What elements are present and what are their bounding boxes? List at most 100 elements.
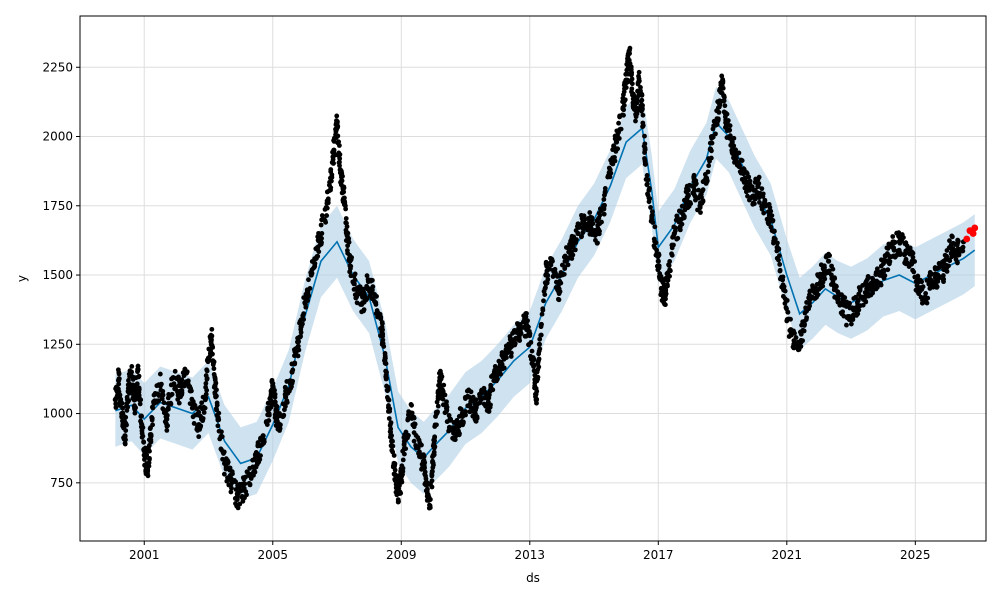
data-point-jitter (411, 438, 417, 444)
data-point-jitter (556, 291, 562, 297)
data-point-jitter (911, 269, 917, 275)
data-point-jitter (926, 281, 932, 287)
data-point-jitter (543, 259, 549, 265)
data-point-jitter (473, 397, 479, 403)
data-point-jitter (202, 397, 208, 403)
data-point-jitter (708, 155, 714, 161)
data-point-jitter (441, 402, 446, 408)
data-point-jitter (500, 366, 505, 372)
data-point-jitter (616, 120, 621, 126)
y-tick-label: 2000 (42, 130, 73, 144)
data-point-jitter (885, 267, 891, 273)
data-point-jitter (833, 294, 839, 300)
data-point-jitter (538, 332, 544, 338)
data-point-jitter (387, 406, 393, 412)
data-point-jitter (595, 229, 601, 235)
data-point-jitter (601, 211, 607, 217)
data-point-jitter (642, 133, 647, 139)
data-point-jitter (670, 234, 675, 240)
data-point-jitter (855, 311, 861, 317)
data-point-jitter (493, 375, 498, 381)
data-point-jitter (151, 399, 157, 405)
data-point-jitter (569, 256, 575, 261)
data-point-jitter (705, 169, 711, 175)
data-point-jitter (543, 281, 549, 287)
data-point-jitter (270, 384, 276, 390)
data-point (549, 258, 555, 264)
data-point-jitter (334, 120, 340, 126)
data-point-jitter (878, 280, 883, 286)
data-point-jitter (910, 254, 916, 260)
data-point-jitter (621, 112, 626, 118)
data-point-jitter (138, 397, 144, 403)
data-point-jitter (784, 298, 790, 303)
data-point-jitter (488, 402, 493, 408)
data-point-jitter (324, 213, 330, 218)
data-point-jitter (295, 353, 301, 359)
data-point-jitter (400, 469, 406, 474)
data-point-jitter (638, 85, 643, 90)
data-point-jitter (201, 410, 207, 415)
data-point-jitter (590, 221, 596, 227)
data-point-jitter (891, 245, 897, 251)
data-point (427, 496, 433, 503)
data-point-jitter (348, 255, 354, 261)
data-point-jitter (516, 335, 522, 340)
data-point (536, 341, 543, 347)
data-point-jitter (807, 303, 813, 309)
data-point-jitter (282, 407, 287, 413)
data-point-jitter (319, 213, 325, 218)
data-point-jitter (881, 268, 887, 274)
data-point-jitter (940, 277, 946, 282)
data-point-jitter (736, 150, 742, 156)
data-point-jitter (892, 254, 898, 260)
data-point-jitter (886, 241, 892, 247)
data-point-jitter (697, 205, 703, 211)
data-point-jitter (954, 242, 960, 248)
data-point-jitter (635, 106, 640, 111)
data-point-jitter (955, 237, 961, 243)
data-point-jitter (460, 414, 465, 420)
data-point-jitter (810, 283, 815, 289)
data-point-jitter (473, 418, 479, 424)
data-point-jitter (142, 455, 148, 461)
data-point-jitter (255, 451, 261, 457)
data-point-jitter (139, 421, 144, 427)
data-point-jitter (910, 259, 916, 265)
data-point-jitter (432, 444, 438, 450)
data-point-jitter (380, 337, 386, 343)
data-point-jitter (839, 292, 844, 298)
data-point-jitter (777, 262, 783, 267)
data-point-jitter (185, 378, 191, 384)
data-point-jitter (431, 462, 436, 468)
data-point-jitter (122, 434, 128, 439)
x-tick-label: 2017 (643, 548, 674, 562)
data-point-jitter (316, 237, 322, 243)
data-point-jitter (335, 133, 341, 139)
data-point-jitter (219, 434, 225, 440)
data-point-jitter (636, 69, 642, 75)
data-point-jitter (221, 449, 227, 455)
data-point-jitter (218, 446, 224, 452)
data-point-jitter (795, 339, 801, 345)
data-point-jitter (403, 446, 409, 452)
data-point-jitter (882, 273, 888, 278)
data-point-jitter (467, 409, 473, 415)
data-point-jitter (298, 324, 304, 330)
data-point-jitter (146, 463, 152, 469)
data-point-jitter (314, 254, 320, 259)
data-point-jitter (528, 340, 534, 345)
recent-point (963, 235, 971, 243)
data-point-jitter (384, 369, 389, 375)
data-point-jitter (410, 414, 416, 420)
data-point-jitter (949, 233, 955, 239)
data-point-jitter (639, 92, 645, 98)
data-point-jitter (866, 286, 871, 292)
data-point-jitter (830, 266, 836, 272)
data-point-jitter (336, 160, 342, 166)
y-tick-label: 1500 (42, 268, 73, 282)
data-point-jitter (621, 92, 626, 98)
data-point-jitter (944, 248, 950, 253)
data-point-jitter (903, 256, 909, 262)
data-point-jitter (559, 262, 565, 268)
